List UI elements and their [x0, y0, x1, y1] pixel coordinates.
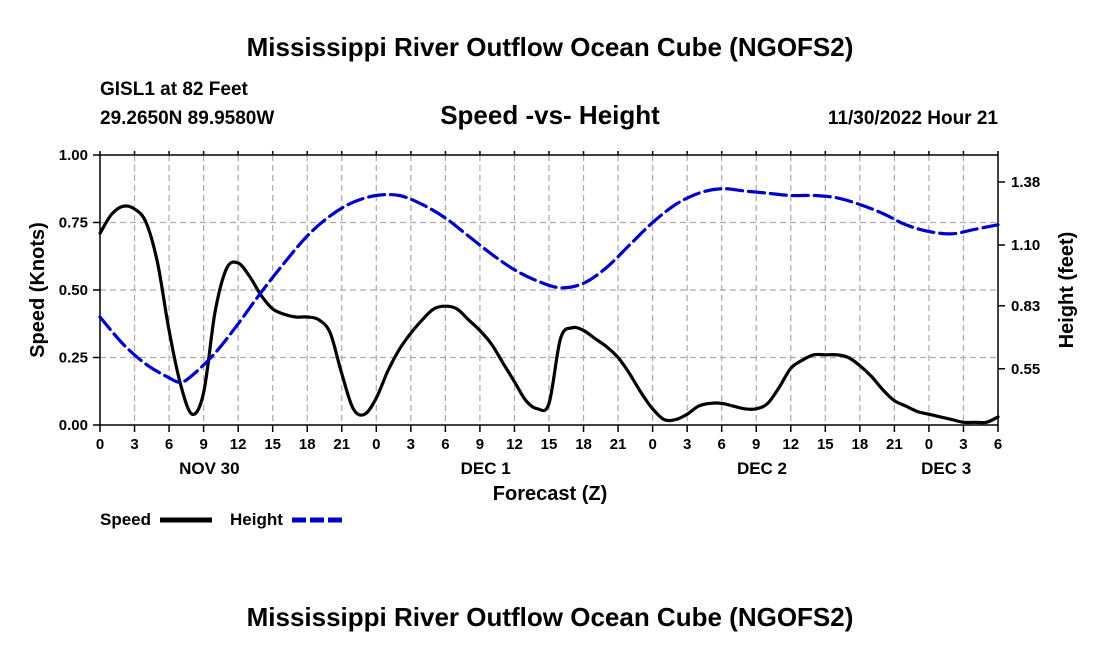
data-series [98, 187, 1000, 425]
x-tick-label: 15 [541, 436, 558, 453]
x-tick-label: 18 [299, 436, 316, 453]
x-tick-label: 3 [959, 436, 967, 453]
date-label: NOV 30 [179, 459, 239, 478]
x-tick-label: 9 [476, 436, 484, 453]
x-tick-label: 0 [925, 436, 933, 453]
y-axis-label: Speed (Knots) [27, 222, 49, 358]
x-tick-label: 18 [852, 436, 869, 453]
x-tick-label: 21 [886, 436, 903, 453]
x-tick-label: 21 [610, 436, 627, 453]
x-tick-label: 6 [994, 436, 1002, 453]
grid-lines [100, 155, 998, 425]
x-tick-label: 15 [817, 436, 834, 453]
plot-frame [99, 154, 999, 426]
y-tick-label: 1.00 [59, 147, 88, 164]
x-tick-label: 3 [407, 436, 415, 453]
bottom-title: Mississippi River Outflow Ocean Cube (NG… [247, 602, 854, 632]
x-tick-label: 6 [441, 436, 449, 453]
x-tick-label: 3 [130, 436, 138, 453]
x-tick-label: 12 [230, 436, 247, 453]
y2-tick-label: 0.83 [1011, 298, 1040, 315]
x-tick-label: 9 [199, 436, 207, 453]
x-tick-label: 0 [648, 436, 656, 453]
x-tick-label: 21 [333, 436, 350, 453]
x-axis-label: Forecast (Z) [493, 483, 607, 505]
x-tick-label: 9 [752, 436, 760, 453]
x-tick-label: 3 [683, 436, 691, 453]
y-tick-label: 0.00 [59, 417, 88, 434]
date-label: DEC 1 [461, 459, 511, 478]
station-name: GISL1 at 82 Feet [100, 79, 249, 100]
y2-tick-label: 0.55 [1011, 361, 1040, 378]
date-label: DEC 2 [737, 459, 787, 478]
y2-axis-label: Height (feet) [1056, 232, 1078, 349]
legend: Speed Height [100, 510, 344, 529]
y-tick-label: 0.75 [59, 215, 88, 232]
axes: 0 3 6 9 12 15 18 21 0 3 6 9 12 15 18 21 0 3 6 9 12 15 18 21 0 3 6 0… [59, 147, 1040, 478]
chart-title: Mississippi River Outflow Ocean Cube (NG… [247, 32, 854, 62]
y2-tick-label: 1.10 [1011, 237, 1040, 254]
x-tick-label: 12 [506, 436, 523, 453]
x-tick-label: 0 [96, 436, 104, 453]
station-coords: 29.2650N 89.9580W [100, 108, 274, 129]
x-tick-label: 12 [782, 436, 799, 453]
x-tick-label: 0 [372, 436, 380, 453]
x-tick-label: 6 [718, 436, 726, 453]
series-line-height [98, 187, 1000, 384]
y-tick-label: 0.50 [59, 282, 88, 299]
y2-tick-label: 1.38 [1011, 174, 1040, 191]
x-tick-label: 6 [165, 436, 173, 453]
x-tick-label: 15 [264, 436, 281, 453]
legend-speed-label: Speed [100, 510, 151, 529]
forecast-datetime: 11/30/2022 Hour 21 [828, 108, 998, 129]
x-tick-label: 18 [575, 436, 592, 453]
chart-subtitle: Speed -vs- Height [440, 100, 660, 130]
date-label: DEC 3 [921, 459, 971, 478]
y-tick-label: 0.25 [59, 350, 88, 367]
series-line-speed [98, 204, 1000, 425]
legend-height-label: Height [230, 510, 283, 529]
